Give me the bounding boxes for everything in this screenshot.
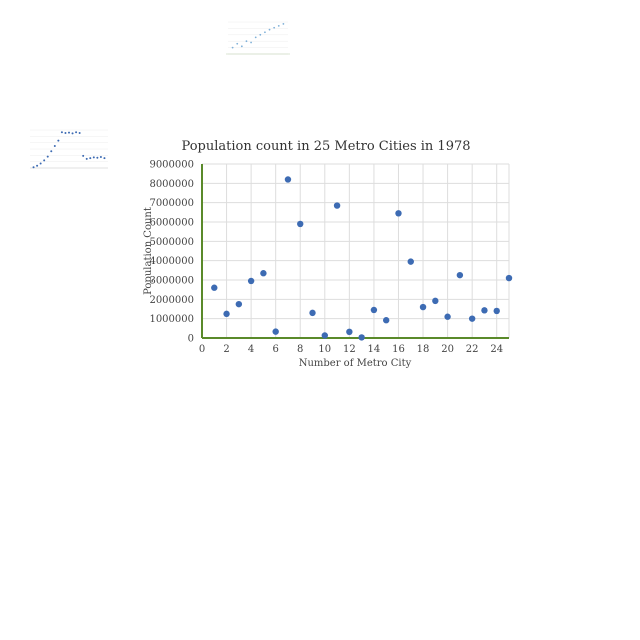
x-tick-label: 16 xyxy=(392,344,405,355)
data-point xyxy=(493,307,500,315)
y-tick-label: 3000000 xyxy=(149,276,194,287)
y-axis-label: Population Count xyxy=(143,207,154,295)
x-tick-label: 12 xyxy=(343,344,356,355)
thumbnail-chart-1-background xyxy=(222,12,294,62)
main-scatter-chart: Population count in 25 Metro Cities in 1… xyxy=(143,139,513,369)
data-point xyxy=(309,309,316,317)
thumbnail-chart-2 xyxy=(20,120,112,176)
thumbnail-data-point xyxy=(250,41,252,44)
thumbnail-data-point xyxy=(39,162,42,165)
thumbnail-data-point xyxy=(36,164,39,167)
y-tick-label: 7000000 xyxy=(149,198,194,209)
chart-title: Population count in 25 Metro Cities in 1… xyxy=(181,139,470,154)
data-point xyxy=(358,334,365,341)
thumbnail-data-point xyxy=(92,156,95,159)
thumbnail-data-point xyxy=(259,33,262,36)
thumbnail-chart-2-background xyxy=(20,120,112,176)
thumbnail-data-point xyxy=(64,132,67,135)
data-point xyxy=(284,176,292,183)
data-point xyxy=(333,202,341,209)
chart-points xyxy=(211,176,513,341)
data-point xyxy=(297,220,304,228)
x-tick-label: 0 xyxy=(199,344,205,355)
thumbnail-data-point xyxy=(245,40,248,43)
x-tick-label: 20 xyxy=(441,344,454,355)
thumbnail-data-point xyxy=(82,154,85,157)
data-point xyxy=(260,270,267,277)
y-tick-label: 4000000 xyxy=(149,256,194,267)
thumbnail-data-point xyxy=(96,156,99,159)
x-tick-label: 10 xyxy=(318,344,331,355)
x-tick-label: 8 xyxy=(297,344,303,355)
thumbnail-data-point xyxy=(78,132,81,135)
y-tick-label: 0 xyxy=(188,334,194,345)
x-tick-label: 4 xyxy=(248,344,254,355)
y-tick-label: 6000000 xyxy=(149,218,194,229)
data-point xyxy=(468,315,476,322)
thumbnail-data-point xyxy=(89,157,92,160)
data-point xyxy=(247,277,255,285)
data-point xyxy=(211,284,218,291)
y-tick-label: 2000000 xyxy=(149,295,194,306)
thumbnail-data-point xyxy=(236,42,239,45)
thumbnail-chart-1-points xyxy=(231,23,285,49)
thumbnail-data-point xyxy=(68,131,70,134)
thumbnail-data-point xyxy=(264,31,266,34)
y-tick-label: 5000000 xyxy=(149,237,194,248)
y-axis-tick-labels: 0 1000000 2000000 3000000 4000000 5000000 6000… xyxy=(149,160,194,345)
thumbnail-data-point xyxy=(231,46,234,49)
y-tick-label: 9000000 xyxy=(149,160,194,171)
data-point xyxy=(370,306,378,314)
thumbnail-data-point xyxy=(53,144,56,147)
data-point xyxy=(444,313,451,320)
data-point xyxy=(395,210,402,217)
thumbnail-data-point xyxy=(32,166,35,169)
thumbnail-chart-1 xyxy=(222,12,294,62)
thumbnail-data-point xyxy=(254,36,257,39)
thumbnail-data-point xyxy=(103,157,106,160)
data-point xyxy=(346,328,353,336)
data-point xyxy=(419,303,427,311)
data-point xyxy=(235,300,243,308)
data-point xyxy=(383,317,390,324)
x-tick-label: 14 xyxy=(368,344,381,355)
thumbnail-data-point xyxy=(240,45,243,48)
thumbnail-data-point xyxy=(71,132,74,135)
thumbnail-data-point xyxy=(282,23,285,25)
x-tick-label: 22 xyxy=(466,344,479,355)
data-point xyxy=(481,307,488,314)
thumbnail-chart-2-grid xyxy=(30,129,108,169)
thumbnail-data-point xyxy=(60,131,63,134)
data-point xyxy=(321,332,328,339)
thumbnail-data-point xyxy=(46,155,49,158)
thumbnail-chart-2-points xyxy=(32,131,106,169)
data-point xyxy=(407,258,414,265)
thumbnail-data-point xyxy=(50,150,53,153)
y-tick-label: 8000000 xyxy=(149,179,194,190)
thumbnail-data-point xyxy=(277,24,280,27)
thumbnail-data-point xyxy=(99,155,102,158)
data-point xyxy=(432,297,439,305)
x-tick-label: 6 xyxy=(272,344,278,355)
thumbnail-data-point xyxy=(268,28,271,31)
data-point xyxy=(223,310,230,318)
thumbnail-data-point xyxy=(85,157,88,160)
data-point xyxy=(456,271,464,279)
data-point xyxy=(272,328,279,335)
x-axis-tick-labels: 0 2 4 6 8 10 12 14 16 18 20 22 24 xyxy=(199,344,503,355)
thumbnail-data-point xyxy=(75,131,78,134)
x-axis-label: Number of Metro City xyxy=(299,358,412,369)
thumbnail-data-point xyxy=(273,26,276,29)
data-point xyxy=(505,274,513,282)
x-tick-label: 24 xyxy=(490,344,503,355)
chart-gridlines xyxy=(201,163,510,339)
thumbnail-data-point xyxy=(57,139,60,142)
thumbnail-data-point xyxy=(43,159,46,162)
x-tick-label: 18 xyxy=(417,344,430,355)
x-tick-label: 2 xyxy=(223,344,229,355)
y-tick-label: 1000000 xyxy=(149,314,194,325)
